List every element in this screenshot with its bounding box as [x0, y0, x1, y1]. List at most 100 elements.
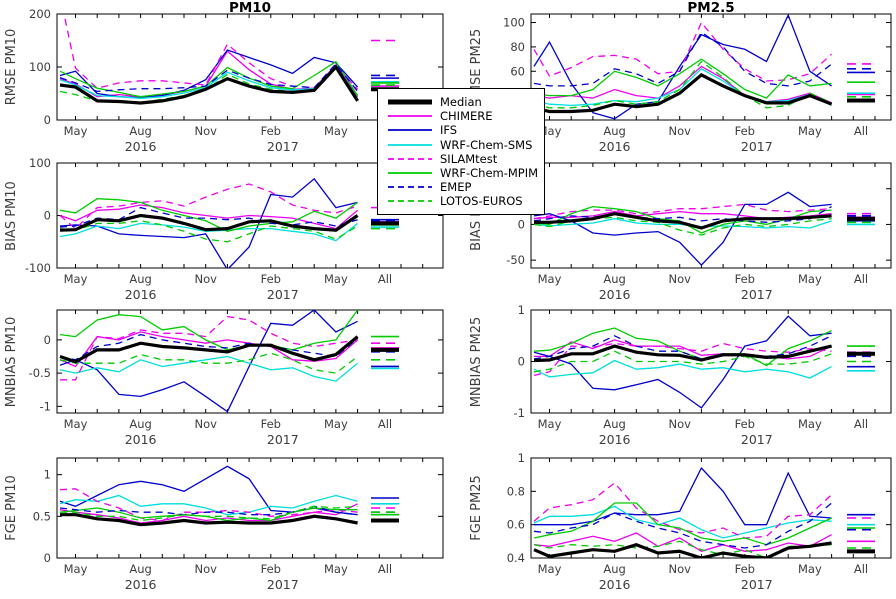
all-label: All: [854, 124, 868, 138]
x-tick-label: Aug: [129, 272, 151, 286]
series-line-LOTOS-EUROS: [533, 350, 832, 373]
x-tick-label: May: [798, 272, 822, 286]
series-line-WRF-Chem-MPIM: [59, 310, 359, 351]
y-tick-label: 0: [44, 209, 51, 223]
x-tick-label: Aug: [603, 562, 625, 576]
x-tick-label: Nov: [194, 124, 217, 138]
y-tick-label: -1: [514, 406, 525, 420]
x-tick-label: Aug: [603, 124, 625, 138]
series-line-SILAMtest: [533, 342, 832, 377]
x-tick-label: Nov: [668, 417, 691, 431]
y-tick-label: 200: [29, 7, 51, 21]
all-label: All: [378, 562, 392, 576]
series-line-IFS: [533, 315, 832, 409]
series-line-WRF-Chem-MPIM: [533, 502, 832, 546]
x-tick-label: Nov: [194, 272, 217, 286]
legend-item-emep: EMEP: [386, 180, 544, 194]
series-line-LOTOS-EUROS: [59, 220, 358, 243]
legend-line-sample: [388, 143, 432, 146]
series-line-IFS: [533, 191, 832, 267]
year-label: 2017: [741, 577, 773, 592]
x-tick-label: May: [64, 124, 88, 138]
all-label: All: [378, 417, 392, 431]
year-label: 2016: [599, 577, 631, 592]
series-line-IFS: [59, 465, 358, 516]
legend-label: SILAMtest: [440, 151, 498, 166]
y-tick-label: 1: [518, 303, 525, 317]
series-line-EMEP: [59, 505, 358, 516]
y-tick-label: 0: [44, 333, 51, 347]
legend-line-sample: [388, 99, 432, 105]
y-tick-label: 0.4: [507, 551, 525, 565]
y-tick-label: 0.5: [33, 509, 51, 523]
legend-label: CHIMERE: [440, 109, 493, 124]
legend-label: WRF-Chem-MPIM: [440, 166, 539, 181]
year-label: 2016: [599, 432, 631, 447]
subplot-mnbias-pm25: -1 0 1 May Aug Nov Feb May 2016 2017 All: [514, 303, 892, 447]
y-tick-label: 0: [44, 551, 51, 565]
x-tick-label: Nov: [194, 417, 217, 431]
series-line-CHIMERE: [533, 65, 832, 104]
series-line-Median: [59, 335, 359, 364]
title-pm10: PM10: [228, 0, 272, 16]
x-tick-label: Aug: [129, 417, 151, 431]
x-tick-label: May: [538, 562, 562, 576]
series-line-Median: [59, 213, 359, 232]
series-line-EMEP: [533, 31, 833, 87]
x-tick-label: May: [324, 124, 348, 138]
series-line-LOTOS-EUROS: [533, 60, 832, 109]
x-tick-label: Feb: [261, 272, 281, 286]
y-tick-label: 100: [503, 16, 525, 30]
series-line-SILAMtest: [533, 203, 832, 220]
legend-item-silamtest: SILAMtest: [386, 152, 544, 166]
x-tick-label: Aug: [603, 272, 625, 286]
x-tick-label: Nov: [668, 562, 691, 576]
x-tick-label: May: [538, 272, 562, 286]
series-line-Median: [533, 72, 833, 114]
series-line-WRF-Chem-SMS: [533, 359, 832, 379]
subplot-fge-pm10: 0 0.5 1 May Aug Nov Feb May 2016 2017 All: [33, 457, 444, 592]
axis-box: [530, 13, 892, 121]
axis-box: [56, 309, 444, 414]
legend-item-ifs: IFS: [386, 123, 544, 137]
y-tick-label: 80: [510, 40, 525, 54]
ylabel-fge-pm10: FGE PM10: [4, 475, 19, 541]
legend-item-chimere: CHIMERE: [386, 109, 544, 123]
year-label: 2017: [741, 287, 773, 302]
x-tick-label: Feb: [261, 562, 281, 576]
series-line-SILAMtest: [59, 488, 358, 522]
series-line-EMEP: [59, 333, 359, 361]
series-line-LOTOS-EUROS: [60, 505, 358, 522]
series-line-EMEP: [59, 62, 359, 93]
y-tick-label: 0: [44, 113, 51, 127]
legend-item-wrf-chem-sms: WRF-Chem-SMS: [386, 138, 544, 152]
title-pm25: PM2.5: [687, 0, 735, 16]
year-label: 2017: [267, 432, 299, 447]
x-tick-label: Feb: [735, 124, 755, 138]
series-line-Median: [59, 64, 359, 105]
series-line-WRF-Chem-SMS: [533, 218, 832, 229]
y-tick-label: 60: [510, 64, 525, 78]
y-tick-label: 0: [518, 355, 525, 369]
series-line-SILAMtest: [60, 315, 358, 381]
year-label: 2017: [741, 432, 773, 447]
series-line-EMEP: [533, 206, 832, 223]
series-line-EMEP: [533, 502, 833, 549]
legend-item-median: Median: [386, 95, 544, 109]
year-label: 2017: [267, 139, 299, 154]
series-line-Median: [533, 541, 832, 558]
series-line-WRF-Chem-MPIM: [533, 58, 832, 99]
x-tick-label: May: [798, 124, 822, 138]
y-tick-label: -50: [506, 253, 525, 267]
year-label: 2017: [741, 139, 773, 154]
y-tick-label: -1: [40, 399, 51, 413]
series-line-IFS: [59, 177, 358, 268]
y-tick-label: 0: [518, 217, 525, 231]
series-line-IFS: [534, 466, 832, 526]
x-tick-label: Feb: [735, 562, 755, 576]
x-tick-label: Aug: [129, 562, 151, 576]
y-tick-label: 100: [29, 156, 51, 170]
legend-label: LOTOS-EUROS: [440, 194, 523, 209]
